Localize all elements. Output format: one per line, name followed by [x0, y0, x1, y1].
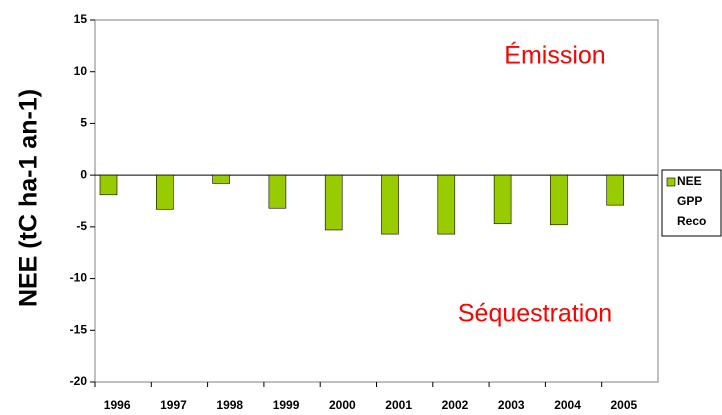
bar [381, 174, 399, 235]
x-tick-label: 2003 [498, 398, 525, 412]
bar [550, 174, 568, 226]
legend-label: Reco [677, 214, 706, 228]
bar [156, 174, 174, 210]
legend-label: NEE [677, 174, 702, 188]
bar [493, 174, 512, 225]
y-tick-label: 5 [80, 116, 87, 130]
annotation: Émission [504, 41, 605, 70]
x-tick-label: 1996 [104, 398, 131, 412]
x-tick-label: 2000 [329, 398, 356, 412]
x-tick-label: 1998 [216, 398, 243, 412]
y-tick-label: -5 [76, 219, 87, 233]
annotation: Séquestration [458, 300, 612, 328]
y-tick-label: -10 [70, 271, 88, 285]
y-tick-label: 15 [74, 12, 88, 26]
y-axis-label: NEE (tC ha-1 an-1) [15, 89, 43, 307]
bar [437, 174, 456, 235]
x-tick-label: 2002 [442, 398, 469, 412]
y-tick-label: -15 [70, 322, 88, 336]
x-tick-label: 2001 [385, 398, 412, 412]
bar [324, 174, 343, 231]
bar [268, 174, 287, 209]
x-tick-label: 2004 [554, 398, 581, 412]
y-tick-label: 0 [80, 167, 87, 181]
legend-swatch [666, 177, 676, 187]
bar [606, 174, 625, 206]
bar [99, 174, 118, 196]
legend-label: GPP [677, 194, 702, 208]
legend [661, 169, 722, 237]
x-tick-label: 1997 [160, 398, 187, 412]
plot-area [94, 19, 659, 383]
bar [212, 174, 230, 184]
x-tick-label: 2005 [610, 398, 637, 412]
x-tick-label: 1999 [273, 398, 300, 412]
y-tick-label: 10 [74, 64, 88, 78]
y-tick-label: -20 [70, 374, 88, 388]
